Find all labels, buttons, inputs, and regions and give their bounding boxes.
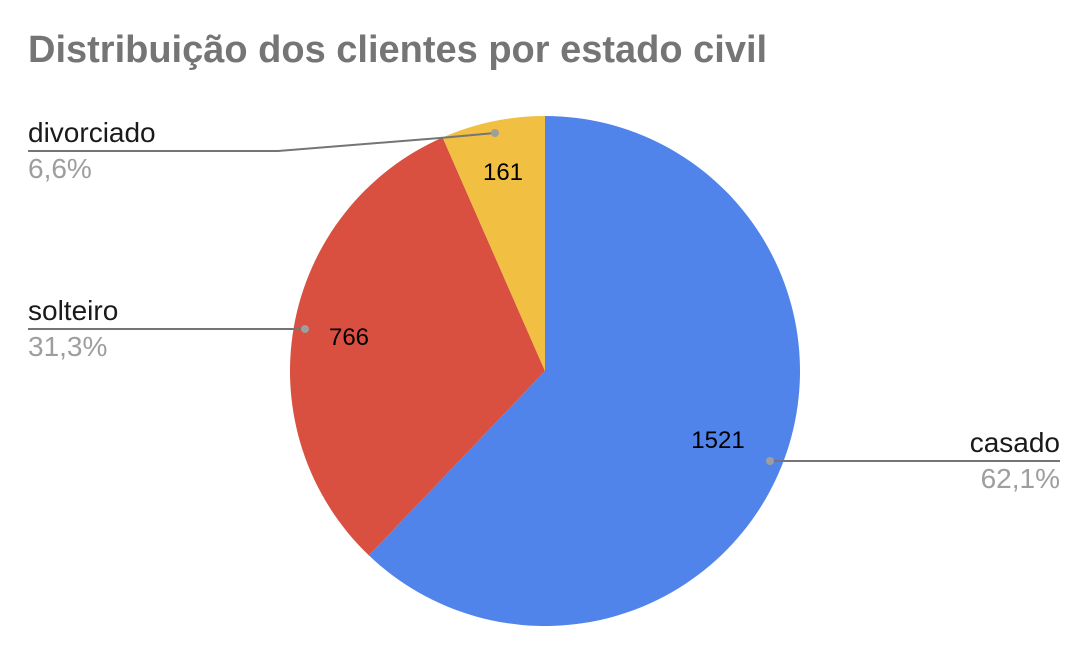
chart-title: Distribuição dos clientes por estado civ… xyxy=(28,29,767,71)
leader-dot-divorciado xyxy=(491,129,499,137)
slice-value-label-casado: 1521 xyxy=(691,427,744,454)
leader-dot-casado xyxy=(766,457,774,465)
slice-percent-label-solteiro: 31,3% xyxy=(28,331,107,362)
pie-slice-casado xyxy=(368,116,800,626)
leader-dot-solteiro xyxy=(301,325,309,333)
slice-name-label-casado: casado xyxy=(970,427,1060,458)
leader-lines xyxy=(28,129,1060,465)
slice-value-label-divorciado: 161 xyxy=(483,159,523,186)
external-labels: casado 62,1% solteiro 31,3% divorciado 6,6% xyxy=(28,117,1060,494)
slice-name-label-divorciado: divorciado xyxy=(28,117,156,148)
pie-slices xyxy=(289,116,800,626)
slice-value-label-solteiro: 766 xyxy=(329,324,369,351)
slice-value-labels: 1521 766 161 xyxy=(329,159,745,454)
slice-percent-label-divorciado: 6,6% xyxy=(28,153,92,184)
slice-percent-label-casado: 62,1% xyxy=(981,463,1060,494)
pie-slice-divorciado xyxy=(442,116,545,371)
pie-slice-solteiro xyxy=(289,137,545,556)
leader-line-divorciado xyxy=(28,132,496,152)
slice-name-label-solteiro: solteiro xyxy=(28,295,118,326)
